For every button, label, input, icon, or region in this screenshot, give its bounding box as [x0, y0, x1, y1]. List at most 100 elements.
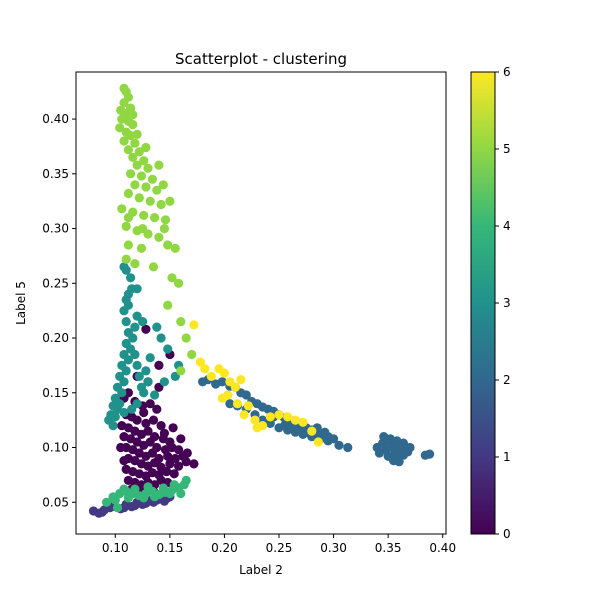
data-point-cluster-5: [174, 278, 184, 288]
data-point-cluster-4: [102, 497, 112, 507]
data-point-cluster-2: [287, 423, 297, 433]
data-point-cluster-5: [128, 152, 138, 162]
colorbar-tick-label: 5: [503, 142, 511, 156]
data-point-cluster-0: [174, 461, 184, 471]
data-point-cluster-0: [147, 448, 157, 458]
data-point-cluster-3: [163, 344, 173, 354]
data-point-cluster-2: [320, 427, 330, 437]
data-point-cluster-5: [130, 259, 140, 269]
data-point-cluster-3: [112, 404, 123, 414]
data-point-cluster-3: [130, 349, 140, 360]
data-point-cluster-3: [139, 388, 149, 398]
y-tick-label: 0.40: [42, 112, 69, 126]
data-point-cluster-3: [132, 360, 142, 370]
x-tick-label: 0.10: [102, 541, 129, 555]
data-point-cluster-0: [182, 448, 192, 458]
data-point-cluster-5: [176, 366, 186, 376]
data-point-cluster-5: [121, 254, 131, 264]
x-axis-label: Label 2: [239, 563, 283, 577]
data-point-cluster-3: [141, 366, 151, 376]
data-point-cluster-5: [116, 105, 126, 115]
data-point-cluster-2: [225, 399, 235, 409]
data-point-cluster-6: [223, 390, 233, 400]
data-point-cluster-3: [128, 333, 138, 343]
colorbar-tick-label: 1: [503, 450, 511, 464]
colorbar-tick-label: 6: [503, 65, 511, 79]
data-point-cluster-3: [121, 265, 131, 275]
data-point-cluster-3: [121, 317, 131, 327]
data-point-cluster-4: [158, 483, 168, 493]
data-point-cluster-2: [279, 421, 290, 431]
points-layer: [88, 83, 435, 518]
data-point-cluster-5: [115, 123, 125, 133]
data-point-cluster-2: [334, 440, 344, 450]
data-point-cluster-2: [405, 442, 415, 453]
data-point-cluster-5: [138, 224, 148, 234]
data-point-cluster-2: [343, 442, 353, 453]
data-point-cluster-2: [296, 426, 306, 436]
data-point-cluster-4: [176, 488, 186, 499]
data-point-cluster-5: [154, 160, 164, 170]
data-point-cluster-6: [219, 368, 229, 378]
data-point-cluster-0: [143, 426, 153, 436]
data-point-cluster-6: [189, 320, 199, 330]
data-point-cluster-5: [134, 193, 144, 203]
data-point-cluster-6: [265, 412, 275, 422]
data-point-cluster-4: [150, 492, 160, 502]
data-point-cluster-5: [148, 262, 159, 272]
colorbar-tick-label: 2: [503, 373, 511, 387]
data-point-cluster-4: [181, 475, 191, 485]
data-point-cluster-5: [145, 196, 155, 206]
data-point-cluster-5: [167, 273, 177, 283]
data-point-cluster-6: [236, 375, 246, 385]
data-point-cluster-5: [119, 98, 129, 108]
data-point-cluster-5: [128, 110, 138, 120]
data-point-cluster-3: [138, 317, 148, 327]
data-point-cluster-6: [250, 415, 260, 425]
data-point-cluster-5: [130, 138, 140, 148]
data-point-cluster-2: [425, 449, 435, 459]
data-point-cluster-5: [123, 188, 133, 199]
data-point-cluster-5: [160, 215, 171, 225]
data-point-cluster-3: [150, 390, 160, 400]
data-point-cluster-0: [141, 324, 151, 334]
data-point-cluster-0: [169, 469, 179, 479]
data-point-cluster-6: [230, 382, 240, 392]
data-point-cluster-5: [147, 174, 157, 184]
data-point-cluster-4: [169, 480, 179, 490]
data-point-cluster-1: [97, 507, 107, 517]
data-point-cluster-0: [145, 399, 155, 409]
data-point-cluster-4: [112, 503, 123, 513]
plot-frame: [75, 71, 447, 535]
x-axis: 0.10 0.15 0.20 0.25 0.30 0.35 0.40: [102, 534, 456, 555]
y-tick-label: 0.10: [42, 441, 69, 455]
data-point-cluster-3: [108, 421, 118, 431]
data-point-cluster-5: [132, 129, 142, 139]
data-point-cluster-5: [128, 119, 138, 130]
data-point-cluster-5: [150, 213, 160, 223]
chart-title: Scatterplot - clustering: [175, 50, 347, 68]
data-point-cluster-0: [163, 451, 173, 461]
data-point-cluster-0: [168, 423, 178, 433]
data-point-cluster-5: [176, 317, 186, 327]
x-tick-label: 0.20: [211, 541, 238, 555]
data-point-cluster-5: [121, 221, 131, 231]
data-point-cluster-2: [394, 457, 404, 467]
data-point-cluster-5: [181, 333, 191, 343]
data-point-cluster-6: [290, 415, 300, 425]
x-tick-label: 0.15: [157, 541, 184, 555]
data-point-cluster-3: [110, 412, 120, 422]
data-point-cluster-0: [152, 404, 162, 414]
data-point-cluster-3: [132, 399, 142, 409]
data-point-cluster-3: [119, 377, 129, 387]
data-point-cluster-5: [132, 160, 142, 170]
data-point-cluster-5: [154, 232, 164, 242]
data-point-cluster-0: [116, 442, 126, 453]
data-point-cluster-3: [121, 366, 131, 376]
data-point-cluster-0: [189, 459, 199, 469]
y-axis-label: Label 5: [14, 281, 28, 325]
data-point-cluster-5: [117, 204, 127, 214]
data-point-cluster-6: [243, 401, 253, 411]
data-point-cluster-5: [141, 142, 151, 153]
